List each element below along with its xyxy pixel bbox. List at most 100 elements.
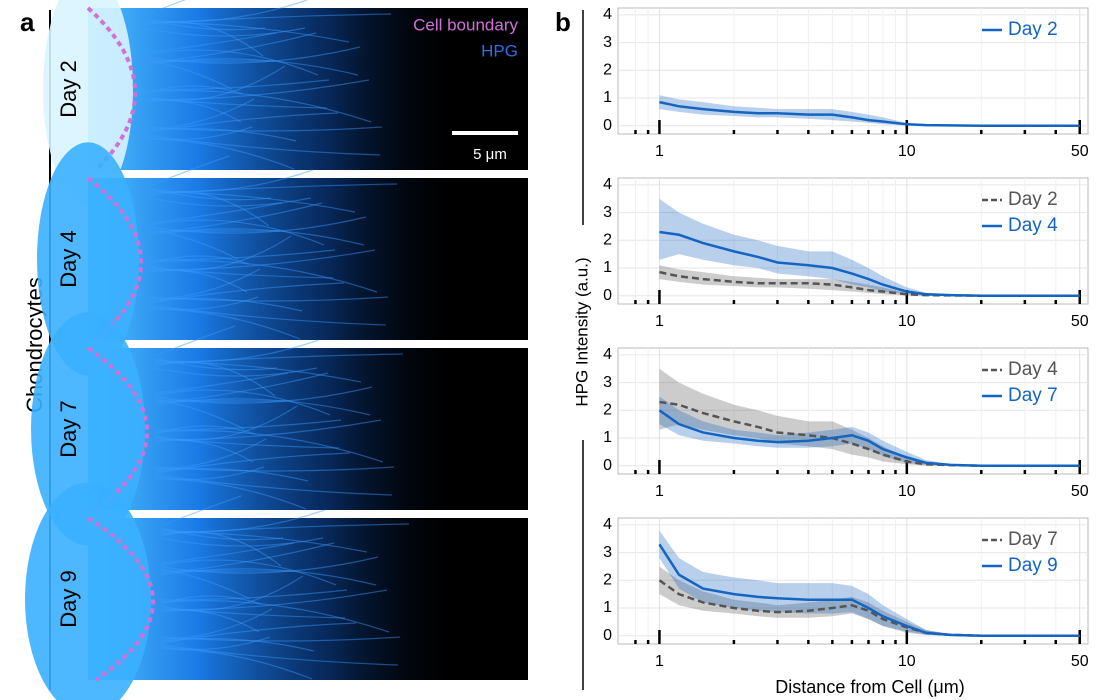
fiber bbox=[148, 191, 270, 227]
fiber bbox=[154, 466, 395, 472]
fiber bbox=[148, 228, 239, 260]
fiber bbox=[142, 90, 372, 123]
fiber bbox=[148, 260, 378, 293]
fiber bbox=[154, 325, 236, 357]
legend-label: Day 2 bbox=[1008, 19, 1058, 40]
fiber bbox=[142, 138, 295, 170]
legend-label: Day 9 bbox=[1008, 555, 1058, 576]
fiber bbox=[160, 589, 388, 611]
y-tick-label: 4 bbox=[603, 6, 612, 23]
fiber bbox=[160, 523, 410, 535]
fiber bbox=[142, 126, 383, 132]
fiber bbox=[142, 17, 266, 31]
fiber bbox=[148, 228, 365, 246]
fiber bbox=[154, 452, 351, 474]
fiber bbox=[142, 134, 381, 156]
x-tick-label: 10 bbox=[898, 483, 916, 500]
x-tick-label: 1 bbox=[655, 483, 664, 500]
fiber bbox=[142, 99, 242, 123]
fiber bbox=[154, 386, 373, 404]
fiber bbox=[148, 191, 356, 213]
y-tick-label: 4 bbox=[603, 516, 612, 533]
fiber bbox=[160, 644, 399, 666]
confidence-band bbox=[659, 530, 1080, 636]
fiber bbox=[154, 339, 320, 363]
fiber bbox=[142, 27, 306, 37]
fiber bbox=[160, 509, 326, 533]
x-tick-label: 10 bbox=[898, 653, 916, 670]
hpg-signal bbox=[88, 178, 528, 340]
y-tick-label: 2 bbox=[603, 62, 612, 79]
legend-label: Day 7 bbox=[1008, 385, 1058, 406]
fiber bbox=[160, 600, 390, 633]
fiber bbox=[148, 249, 336, 261]
fiber bbox=[160, 568, 251, 600]
fiber bbox=[148, 169, 314, 193]
fiber bbox=[142, 32, 317, 64]
scale-bar-label: 5 μm bbox=[473, 146, 507, 163]
y-tick-label: 4 bbox=[603, 346, 612, 363]
fiber bbox=[148, 296, 259, 311]
fiber bbox=[148, 183, 398, 195]
x-tick-label: 50 bbox=[1071, 313, 1089, 330]
fiber bbox=[148, 219, 325, 246]
fiber bbox=[160, 589, 348, 601]
fiber bbox=[160, 636, 401, 642]
fiber bbox=[148, 255, 250, 265]
cell-body bbox=[25, 482, 151, 700]
fiber bbox=[160, 542, 335, 574]
y-tick-label: 2 bbox=[603, 232, 612, 249]
fiber bbox=[142, 85, 244, 95]
fiber bbox=[160, 537, 324, 547]
fiber bbox=[160, 595, 262, 605]
legend-label: Day 4 bbox=[1008, 215, 1058, 236]
fiber bbox=[160, 556, 379, 574]
fiber bbox=[154, 474, 393, 496]
fiber bbox=[142, 0, 308, 23]
fiber bbox=[142, 0, 187, 17]
fiber bbox=[142, 79, 370, 101]
confidence-band bbox=[659, 396, 1080, 466]
fiber bbox=[142, 13, 392, 25]
row-label: Day 9 bbox=[56, 570, 81, 627]
x-tick-label: 1 bbox=[655, 313, 664, 330]
fiber bbox=[154, 425, 256, 435]
legend-label: Cell boundary bbox=[413, 15, 518, 34]
fiber bbox=[148, 202, 323, 234]
series-line bbox=[658, 543, 1080, 637]
x-tick-label: 50 bbox=[1071, 483, 1089, 500]
fiber bbox=[148, 268, 261, 300]
legend-label: Day 2 bbox=[1008, 189, 1058, 210]
fiber bbox=[160, 609, 260, 633]
panel-label: b bbox=[555, 7, 571, 37]
fiber bbox=[142, 98, 255, 130]
fiber bbox=[148, 235, 292, 271]
cell-boundary bbox=[86, 346, 149, 512]
fiber bbox=[142, 127, 297, 142]
series-line bbox=[658, 409, 1080, 467]
y-tick-label: 3 bbox=[603, 34, 612, 51]
fiber bbox=[154, 353, 404, 365]
fiber bbox=[154, 398, 371, 416]
hpg-signal bbox=[88, 348, 528, 510]
fiber bbox=[142, 65, 286, 101]
y-tick-label: 0 bbox=[603, 117, 612, 134]
series-line bbox=[659, 230, 1080, 297]
x-tick-label: 10 bbox=[898, 313, 916, 330]
fiber bbox=[154, 430, 384, 463]
fiber bbox=[160, 531, 368, 553]
fiber bbox=[148, 202, 283, 224]
fiber bbox=[142, 79, 330, 91]
fiber bbox=[142, 58, 233, 90]
series-line bbox=[659, 100, 1080, 127]
x-tick-label: 50 bbox=[1071, 143, 1089, 160]
fiber bbox=[142, 126, 253, 141]
fiber bbox=[142, 32, 277, 54]
fiber bbox=[154, 466, 265, 481]
y-tick-label: 1 bbox=[603, 599, 612, 616]
x-axis-label: Distance from Cell (μm) bbox=[775, 677, 964, 697]
fiber bbox=[148, 282, 345, 304]
y-tick-label: 1 bbox=[603, 259, 612, 276]
fiber bbox=[148, 267, 334, 279]
